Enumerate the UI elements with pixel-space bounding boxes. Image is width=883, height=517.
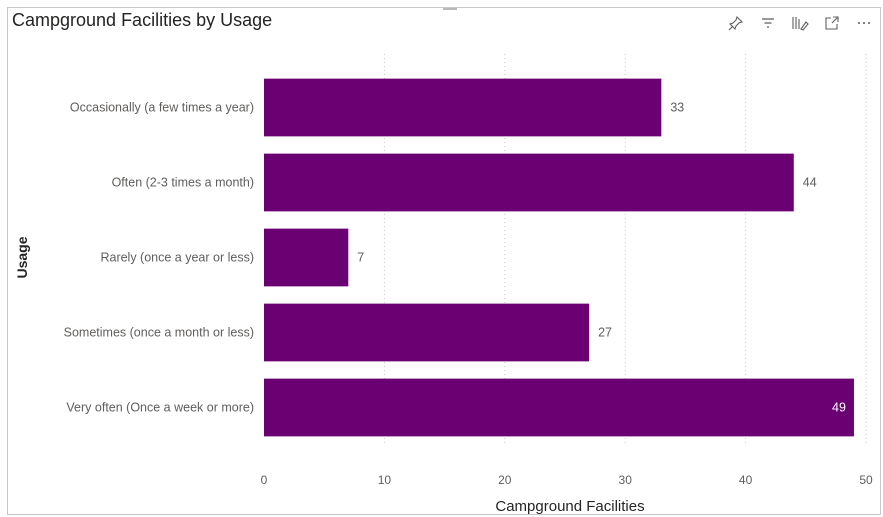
pin-icon[interactable] xyxy=(727,14,745,32)
x-axis-title: Campground Facilities xyxy=(495,498,644,515)
labels: 0 10 20 30 40 50 Occasionally (a few times a y… xyxy=(64,101,873,488)
data-label: 7 xyxy=(357,251,364,265)
more-options-icon[interactable] xyxy=(855,14,873,32)
bar[interactable] xyxy=(264,78,662,137)
visual-header-toolbar xyxy=(727,14,873,32)
drag-handle[interactable] xyxy=(443,8,457,10)
y-category-label: Very often (Once a week or more) xyxy=(66,401,254,415)
y-category-label: Sometimes (once a month or less) xyxy=(64,326,254,340)
filter-icon[interactable] xyxy=(759,14,777,32)
bars xyxy=(264,78,854,437)
x-tick-label: 50 xyxy=(859,473,873,487)
y-category-label: Often (2-3 times a month) xyxy=(112,176,254,190)
x-tick-label: 0 xyxy=(261,473,268,487)
x-tick-label: 10 xyxy=(378,473,392,487)
y-axis-title: Usage xyxy=(14,236,30,278)
data-label: 49 xyxy=(832,401,846,415)
bar[interactable] xyxy=(264,153,794,212)
y-category-label: Rarely (once a year or less) xyxy=(100,251,254,265)
expand-icon[interactable] xyxy=(823,14,841,32)
data-label: 27 xyxy=(598,326,612,340)
bar[interactable] xyxy=(264,378,854,437)
x-tick-label: 20 xyxy=(498,473,512,487)
bar[interactable] xyxy=(264,303,590,362)
focus-mode-icon[interactable] xyxy=(791,14,809,32)
data-label: 44 xyxy=(803,176,817,190)
bar[interactable] xyxy=(264,228,349,287)
y-category-label: Occasionally (a few times a year) xyxy=(70,101,254,115)
x-tick-label: 30 xyxy=(619,473,633,487)
data-label: 33 xyxy=(670,101,684,115)
chart-title: Campground Facilities by Usage xyxy=(12,10,273,30)
x-tick-label: 40 xyxy=(739,473,753,487)
